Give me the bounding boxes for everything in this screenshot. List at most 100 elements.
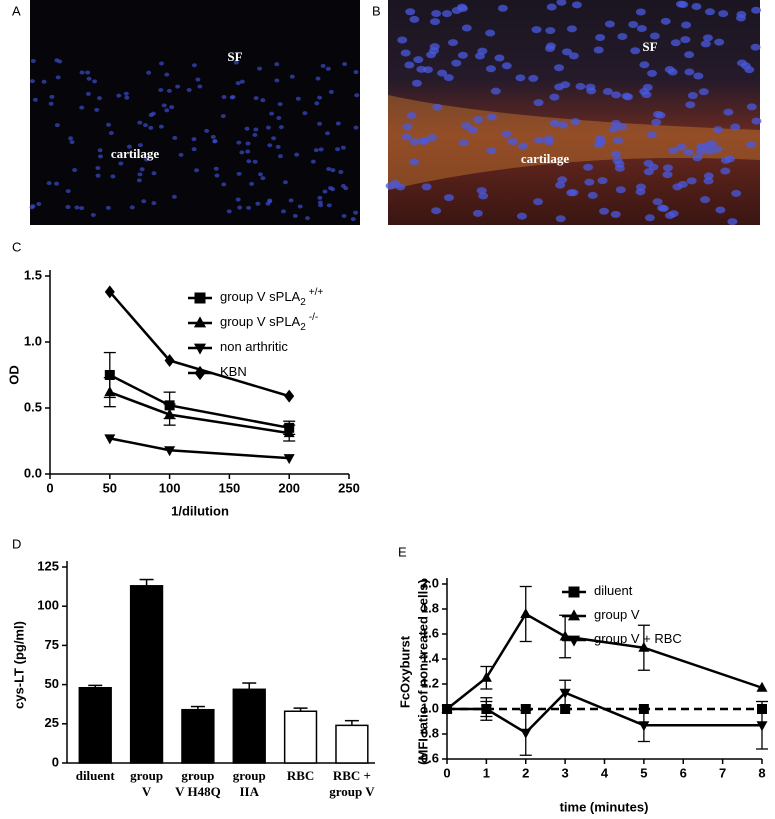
nucleus bbox=[405, 8, 416, 16]
marker bbox=[164, 353, 175, 367]
legend-label: group V sPLA2-/- bbox=[220, 312, 318, 333]
nucleus bbox=[662, 164, 673, 172]
nucleus bbox=[36, 202, 42, 207]
nucleus bbox=[451, 7, 462, 15]
nucleus bbox=[280, 209, 286, 214]
nucleus bbox=[608, 125, 619, 133]
nucleus bbox=[402, 123, 413, 131]
nucleus bbox=[427, 134, 438, 142]
nucleus bbox=[317, 195, 323, 200]
nucleus bbox=[597, 177, 608, 185]
legend-label: group V sPLA2+/+ bbox=[220, 287, 323, 308]
nucleus bbox=[289, 74, 295, 79]
marker bbox=[283, 454, 295, 465]
marker bbox=[559, 688, 571, 699]
y-axis-sublabel: (MFI ratio of non treated cells) bbox=[415, 579, 430, 765]
nucleus bbox=[647, 69, 658, 77]
y-axis-label: cys-LT (pg/ml) bbox=[11, 621, 26, 709]
nucleus bbox=[32, 97, 38, 102]
y-tick-label: 0.6 bbox=[421, 750, 439, 765]
nucleus bbox=[57, 59, 63, 64]
nucleus bbox=[297, 204, 303, 209]
nucleus bbox=[110, 174, 116, 179]
nucleus bbox=[583, 163, 594, 171]
nucleus bbox=[318, 203, 324, 208]
nucleus bbox=[30, 204, 36, 209]
nucleus bbox=[735, 14, 746, 22]
legend-marker bbox=[567, 635, 581, 647]
panel-label: E bbox=[398, 544, 407, 559]
legend-marker bbox=[567, 609, 581, 621]
nucleus bbox=[86, 76, 92, 81]
nucleus bbox=[220, 114, 226, 119]
nucleus bbox=[681, 21, 692, 29]
nucleus bbox=[712, 145, 723, 153]
nucleus bbox=[236, 140, 242, 145]
nucleus bbox=[274, 78, 280, 83]
nucleus bbox=[72, 168, 78, 173]
nucleus bbox=[204, 128, 210, 133]
nucleus bbox=[657, 204, 668, 212]
nucleus bbox=[447, 39, 458, 47]
nucleus bbox=[413, 56, 424, 64]
nucleus bbox=[614, 164, 625, 172]
nucleus bbox=[441, 10, 452, 18]
nucleus bbox=[557, 121, 568, 129]
x-tick-label: 100 bbox=[159, 480, 181, 495]
nucleus bbox=[118, 161, 124, 166]
nucleus bbox=[443, 194, 454, 202]
nucleus bbox=[718, 10, 729, 18]
nucleus bbox=[326, 203, 332, 208]
marker bbox=[283, 427, 295, 438]
nucleus bbox=[431, 9, 442, 17]
nucleus bbox=[314, 101, 320, 106]
nucleus bbox=[302, 111, 308, 116]
nucleus bbox=[269, 111, 275, 116]
nucleus bbox=[698, 88, 709, 96]
nucleus bbox=[595, 34, 606, 42]
nucleus bbox=[97, 96, 103, 101]
nucleus bbox=[340, 145, 346, 150]
nucleus bbox=[65, 205, 71, 210]
nucleus bbox=[566, 25, 577, 33]
nucleus bbox=[126, 144, 132, 149]
nucleus bbox=[431, 207, 442, 215]
nucleus bbox=[684, 68, 695, 76]
series-line bbox=[447, 691, 762, 735]
nucleus bbox=[221, 95, 227, 100]
nucleus bbox=[295, 96, 301, 101]
x-tick-label: 5 bbox=[640, 765, 647, 780]
marker bbox=[480, 671, 492, 682]
nucleus bbox=[79, 105, 85, 110]
marker bbox=[559, 630, 571, 641]
x-tick-label: 200 bbox=[278, 480, 300, 495]
nucleus bbox=[556, 0, 567, 6]
nucleus bbox=[325, 66, 331, 71]
nucleus bbox=[675, 0, 686, 8]
nucleus bbox=[730, 123, 741, 131]
nucleus bbox=[354, 93, 360, 98]
y-tick-label: 1.5 bbox=[24, 267, 42, 282]
nucleus bbox=[476, 187, 487, 195]
x-axis-label: 1/dilution bbox=[171, 503, 229, 518]
nucleus bbox=[617, 33, 628, 41]
nucleus bbox=[249, 181, 255, 186]
nucleus bbox=[652, 198, 663, 206]
y-tick-label: 0.8 bbox=[421, 725, 439, 740]
nucleus bbox=[244, 126, 250, 131]
nucleus bbox=[616, 123, 627, 131]
panel-label: A bbox=[12, 3, 21, 18]
marker bbox=[164, 446, 176, 457]
y-tick-label: 1.8 bbox=[421, 600, 439, 615]
y-tick-label: 50 bbox=[45, 676, 59, 691]
nucleus bbox=[457, 51, 468, 59]
nucleus bbox=[246, 159, 252, 164]
nucleus bbox=[443, 74, 454, 82]
nucleus bbox=[655, 111, 666, 119]
nucleus bbox=[116, 93, 122, 98]
nucleus bbox=[305, 216, 311, 221]
nucleus bbox=[239, 79, 245, 84]
nucleus bbox=[507, 137, 518, 145]
nucleus bbox=[533, 136, 544, 144]
nucleus bbox=[141, 199, 147, 204]
